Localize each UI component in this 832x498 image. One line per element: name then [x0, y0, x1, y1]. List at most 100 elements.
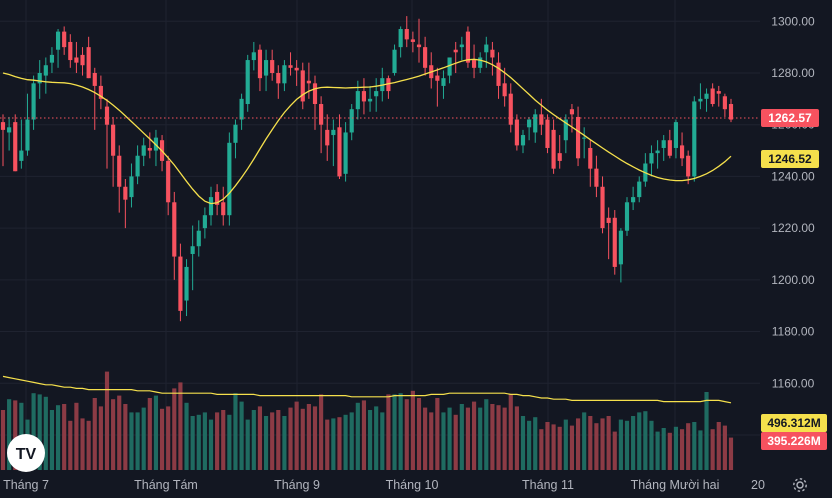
- candle-body: [147, 147, 152, 151]
- candle: [257, 44, 263, 92]
- volume-bar: [447, 407, 452, 470]
- candle-body: [478, 57, 483, 68]
- candle: [263, 49, 269, 92]
- candle-body: [227, 142, 232, 216]
- candle: [270, 49, 275, 81]
- price-tick-label: 1220.00: [771, 221, 815, 235]
- candle: [80, 47, 85, 76]
- volume-bar: [478, 407, 483, 470]
- candle-body: [68, 41, 73, 61]
- time-tick-label: Tháng 9: [274, 478, 320, 492]
- candle: [117, 145, 122, 213]
- candle-body: [624, 202, 630, 231]
- candle: [337, 114, 342, 180]
- candle-body: [294, 67, 299, 71]
- candle: [465, 26, 471, 68]
- volume-bar: [575, 418, 581, 470]
- candle-body: [539, 114, 544, 125]
- candle-body: [661, 140, 666, 148]
- volume-bar: [367, 410, 373, 470]
- candle: [527, 116, 532, 141]
- candle-body: [80, 54, 85, 66]
- candle-body: [13, 122, 18, 172]
- candle: [62, 26, 67, 55]
- candle: [166, 155, 171, 216]
- candle-body: [196, 230, 201, 247]
- candle-body: [55, 31, 61, 50]
- volume-bar: [716, 422, 721, 470]
- candle-body: [190, 246, 195, 254]
- candle: [514, 114, 519, 151]
- volume-bar: [7, 399, 12, 470]
- volume-bar: [471, 401, 477, 470]
- candle: [361, 78, 367, 115]
- candle-body: [300, 70, 305, 102]
- volume-bar: [624, 420, 630, 470]
- volume-bar: [465, 407, 471, 470]
- moving-average-line: [2, 58, 732, 205]
- candle: [215, 184, 220, 216]
- volume-ma-badge: 496.312M: [761, 414, 827, 432]
- settings-gear-icon[interactable]: [793, 478, 807, 492]
- volume-bar: [343, 414, 348, 470]
- candle: [190, 225, 195, 291]
- candle: [637, 176, 642, 203]
- candle: [429, 52, 434, 89]
- candle: [502, 67, 507, 107]
- volume-bar: [692, 422, 697, 470]
- volume-bar: [233, 393, 238, 470]
- candle: [618, 228, 623, 283]
- candle: [196, 220, 201, 257]
- candle: [704, 88, 709, 112]
- candle: [312, 75, 318, 130]
- last-price-badge: 1262.57: [761, 109, 819, 128]
- volume-bar: [355, 402, 360, 470]
- volume-bar: [62, 404, 67, 470]
- candle: [655, 140, 660, 169]
- candle-body: [367, 98, 373, 102]
- candle-body: [710, 88, 715, 105]
- candle-body: [355, 91, 360, 110]
- candle: [551, 119, 556, 174]
- volume-bar: [649, 420, 654, 470]
- candle: [13, 114, 18, 172]
- candle-body: [306, 80, 311, 84]
- volume-bar: [263, 416, 269, 470]
- candle-body: [215, 191, 220, 205]
- candle: [141, 137, 146, 167]
- candle: [386, 75, 391, 99]
- candle: [631, 186, 636, 211]
- candle: [392, 44, 397, 76]
- candle-body: [459, 44, 464, 48]
- volume-bar: [74, 402, 79, 470]
- candle-body: [7, 127, 12, 133]
- candle-body: [361, 91, 367, 102]
- volume-bar: [312, 406, 318, 470]
- candle-body: [679, 145, 685, 159]
- tradingview-logo[interactable]: TV: [7, 434, 45, 472]
- candle-body: [276, 72, 281, 84]
- volume-bar: [190, 416, 195, 470]
- price-axis-bg[interactable]: [760, 0, 832, 470]
- candle: [471, 44, 477, 79]
- candle-body: [416, 44, 422, 48]
- candle: [698, 83, 703, 110]
- volume-bar: [294, 401, 299, 470]
- candle: [441, 70, 446, 99]
- candle-body: [312, 83, 318, 105]
- volume-bar: [637, 412, 642, 470]
- candle-body: [141, 145, 146, 156]
- time-tick-label: Tháng Tám: [134, 478, 198, 492]
- volume-bar: [184, 402, 189, 470]
- candle: [594, 155, 599, 198]
- candle-body: [172, 202, 177, 257]
- candle: [129, 163, 134, 208]
- volume-bar: [245, 419, 250, 470]
- candle: [0, 114, 6, 167]
- time-tick-label: Tháng Mười hai: [631, 478, 720, 492]
- candle: [710, 83, 715, 107]
- candle-body: [239, 98, 244, 120]
- volume-bar: [276, 410, 281, 470]
- candle: [208, 186, 214, 226]
